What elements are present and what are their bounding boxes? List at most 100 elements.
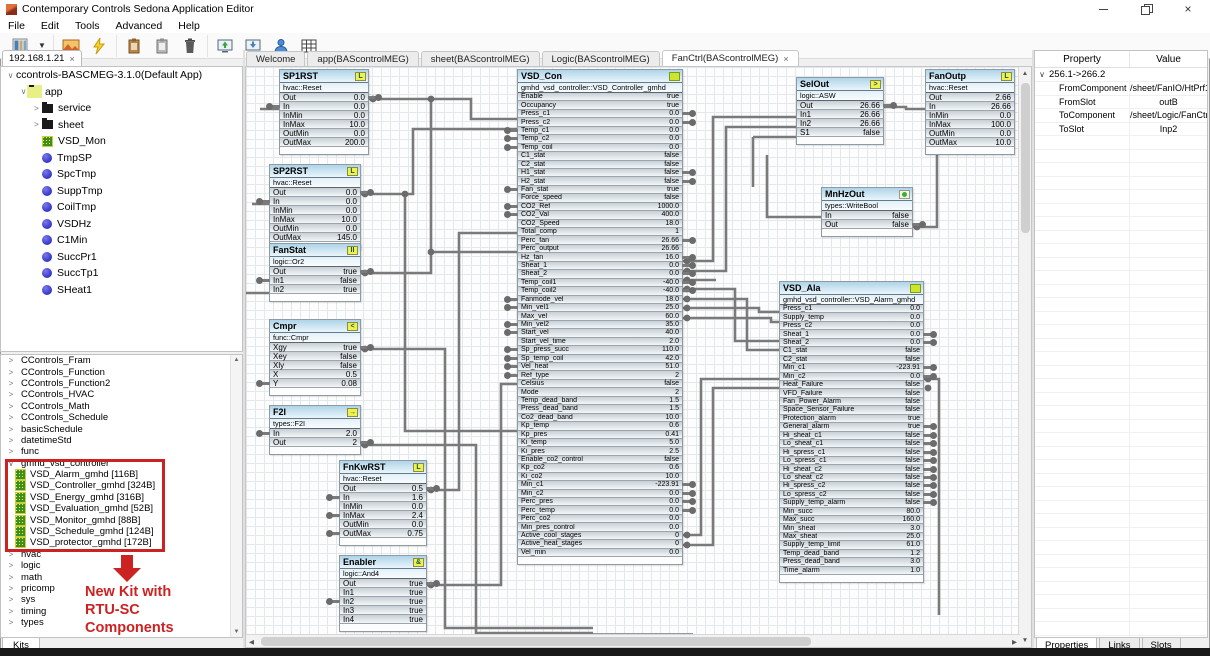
slot-row[interactable]: H2_statfalse — [518, 177, 682, 185]
slot-row[interactable]: Out2 — [270, 438, 360, 447]
canvas-horizontal-scrollbar[interactable]: ◀▶ — [246, 634, 1020, 647]
slot-row[interactable]: Press_dead_band3.0 — [780, 558, 923, 566]
slot-row[interactable]: Perc_co20.0 — [518, 515, 682, 523]
kit-item-ccontrols-function2[interactable]: >CControls_Function2 — [1, 378, 242, 389]
wiresheet-canvas[interactable]: ▲▼ ◀▶ SP1RSTLhvac::ResetOut0.0In0.0InMin… — [245, 66, 1032, 648]
slot-row[interactable]: Sp_press_succ110.0 — [518, 346, 682, 354]
minimize-button[interactable] — [1098, 3, 1110, 15]
slot-row[interactable]: Hi_spress_c2false — [780, 482, 923, 490]
tree-item-sheet[interactable]: >sheet — [1, 117, 242, 134]
menu-file[interactable]: File — [0, 20, 33, 32]
slot-row[interactable]: Press_c20.0 — [518, 118, 682, 126]
slot-row[interactable]: Ki_pres2.5 — [518, 447, 682, 455]
slot-row[interactable]: Supply_temp_alarmfalse — [780, 499, 923, 507]
block-cmpr[interactable]: Cmpr<func::CmprXgytrueXeyfalseXlyfalseX0… — [269, 319, 361, 396]
slot-row[interactable]: Kp_pres0.41 — [518, 431, 682, 439]
slot-row[interactable]: Press_c10.0 — [518, 110, 682, 118]
tab-sheet-bascontrolmeg[interactable]: sheet(BAScontrolMEG) — [421, 51, 540, 66]
block-mnhzout[interactable]: MnHzOuttypes::WriteBoolInfalseOutfalse — [821, 187, 913, 237]
slot-row[interactable]: Min_sheat3.0 — [780, 524, 923, 532]
close-icon[interactable]: × — [783, 54, 788, 64]
expander-icon[interactable]: > — [1, 561, 15, 570]
expander-icon[interactable]: > — [1, 425, 15, 434]
tree-item-coiltmp[interactable]: CoilTmp — [1, 199, 242, 216]
slot-row[interactable]: Heat_Failurefalse — [780, 381, 923, 389]
kit-item-ccontrols-schedule[interactable]: >CControls_Schedule — [1, 412, 242, 423]
menu-help[interactable]: Help — [170, 20, 208, 32]
expander-icon[interactable]: > — [1, 390, 15, 399]
lightning-button[interactable] — [89, 36, 109, 56]
slot-row[interactable]: C1_statfalse — [518, 152, 682, 160]
menu-edit[interactable]: Edit — [33, 20, 67, 32]
slot-row[interactable]: Temp_dead_band1.5 — [518, 397, 682, 405]
tree-item-vsdhz[interactable]: VSDHz — [1, 216, 242, 233]
slot-row[interactable]: Vel_min0.0 — [518, 549, 682, 557]
slot-row[interactable]: Temp_c20.0 — [518, 135, 682, 143]
canvas-vertical-scrollbar[interactable]: ▲▼ — [1018, 67, 1031, 647]
slot-row[interactable]: Active_cool_stages0 — [518, 532, 682, 540]
slot-row[interactable]: Temp_dead_band1.2 — [780, 550, 923, 558]
slot-row[interactable]: Min_c1-223.91 — [518, 481, 682, 489]
block-vsd-con[interactable]: VSD_Congmhd_vsd_controller::VSD_Controll… — [517, 69, 683, 565]
slot-row[interactable]: S1false — [797, 128, 883, 137]
slot-row[interactable]: C2_statfalse — [780, 356, 923, 364]
slot-row[interactable]: Min_vel125.0 — [518, 304, 682, 312]
block-sp2rst[interactable]: SP2RSTLhvac::ResetOut0.0In0.0InMin0.0InM… — [269, 164, 361, 250]
expander-icon[interactable]: > — [1, 436, 15, 445]
slot-row[interactable]: Lo_spress_c1false — [780, 457, 923, 465]
kit-item-ccontrols-math[interactable]: >CControls_Math — [1, 401, 242, 412]
slot-row[interactable]: Ref_type2 — [518, 371, 682, 379]
copy-button[interactable] — [124, 36, 144, 56]
property-row[interactable]: ToComponent/sheet/Logic/FanCtrl/S... — [1035, 109, 1207, 123]
property-row[interactable]: FromSlotoutB — [1035, 96, 1207, 110]
slot-row[interactable]: In2true — [270, 285, 360, 294]
slot-row[interactable]: Press_c20.0 — [780, 322, 923, 330]
close-icon[interactable]: × — [69, 54, 74, 64]
slot-row[interactable]: C2_statfalse — [518, 161, 682, 169]
expander-icon[interactable]: > — [1, 447, 15, 456]
slot-row[interactable]: VFD_Failurefalse — [780, 389, 923, 397]
expander-icon[interactable]: > — [1, 573, 15, 582]
slot-row[interactable]: Fanmode_vel18.0 — [518, 296, 682, 304]
slot-row[interactable]: Press_c10.0 — [780, 305, 923, 313]
menu-tools[interactable]: Tools — [67, 20, 108, 32]
slot-row[interactable]: Kp_co20.6 — [518, 464, 682, 472]
expander-icon[interactable]: > — [1, 356, 15, 365]
slot-row[interactable]: Enable_co2_controlfalse — [518, 456, 682, 464]
tree-item-app[interactable]: ∨app — [1, 84, 242, 101]
slot-row[interactable]: Temp_c10.0 — [518, 127, 682, 135]
tree-item-succpr1[interactable]: SuccPr1 — [1, 249, 242, 266]
slot-row[interactable]: Supply_temp0.0 — [780, 313, 923, 321]
tree-item-ccontrols-bascmeg-3-1-0-default-app[interactable]: ∨ccontrols-BASCMEG-3.1.0(Default App) — [1, 67, 242, 84]
slot-row[interactable]: Co2_dead_band10.0 — [518, 414, 682, 422]
slot-row[interactable]: Perc_pres0.0 — [518, 498, 682, 506]
trash-button[interactable] — [180, 36, 200, 56]
slot-row[interactable]: Time_alarm1.0 — [780, 567, 923, 575]
expander-icon[interactable]: > — [1, 584, 15, 593]
tree-item-supptmp[interactable]: SuppTmp — [1, 183, 242, 200]
tree-item-sheat1[interactable]: SHeat1 — [1, 282, 242, 299]
property-row[interactable]: ToSlotInp2 — [1035, 123, 1207, 137]
slot-row[interactable]: Min_c20.0 — [518, 490, 682, 498]
upload-monitor-button[interactable] — [215, 36, 235, 56]
slot-row[interactable]: Start_vel_time2.0 — [518, 338, 682, 346]
expander-icon[interactable]: > — [1, 618, 15, 627]
expander-icon[interactable]: > — [31, 120, 42, 129]
kit-item-basicschedule[interactable]: >basicSchedule — [1, 423, 242, 434]
slot-row[interactable]: Fan_Power_Alarmfalse — [780, 398, 923, 406]
property-row[interactable]: FromComponent/sheet/FanIO/HtPrf1 — [1035, 82, 1207, 96]
slot-row[interactable]: Lo_sheat_c2false — [780, 474, 923, 482]
slot-row[interactable]: Perc_temp0.0 — [518, 506, 682, 514]
slot-row[interactable]: Sp_temp_coil42.0 — [518, 355, 682, 363]
tab-logic-bascontrolmeg[interactable]: Logic(BAScontrolMEG) — [542, 51, 660, 66]
slot-row[interactable]: Max_succ160.0 — [780, 516, 923, 524]
slot-row[interactable]: Start_vel40.0 — [518, 329, 682, 337]
slot-row[interactable]: Min_c20.0 — [780, 373, 923, 381]
kit-item-ccontrols-fram[interactable]: >CControls_Fram — [1, 355, 242, 366]
expander-icon[interactable]: > — [1, 413, 15, 422]
expander-icon[interactable]: > — [31, 104, 42, 113]
slot-row[interactable]: C1_statfalse — [780, 347, 923, 355]
kit-item-func[interactable]: >func — [1, 446, 242, 457]
slot-row[interactable]: Min_vel235.0 — [518, 321, 682, 329]
slot-row[interactable]: OutMax0.75 — [340, 529, 426, 538]
